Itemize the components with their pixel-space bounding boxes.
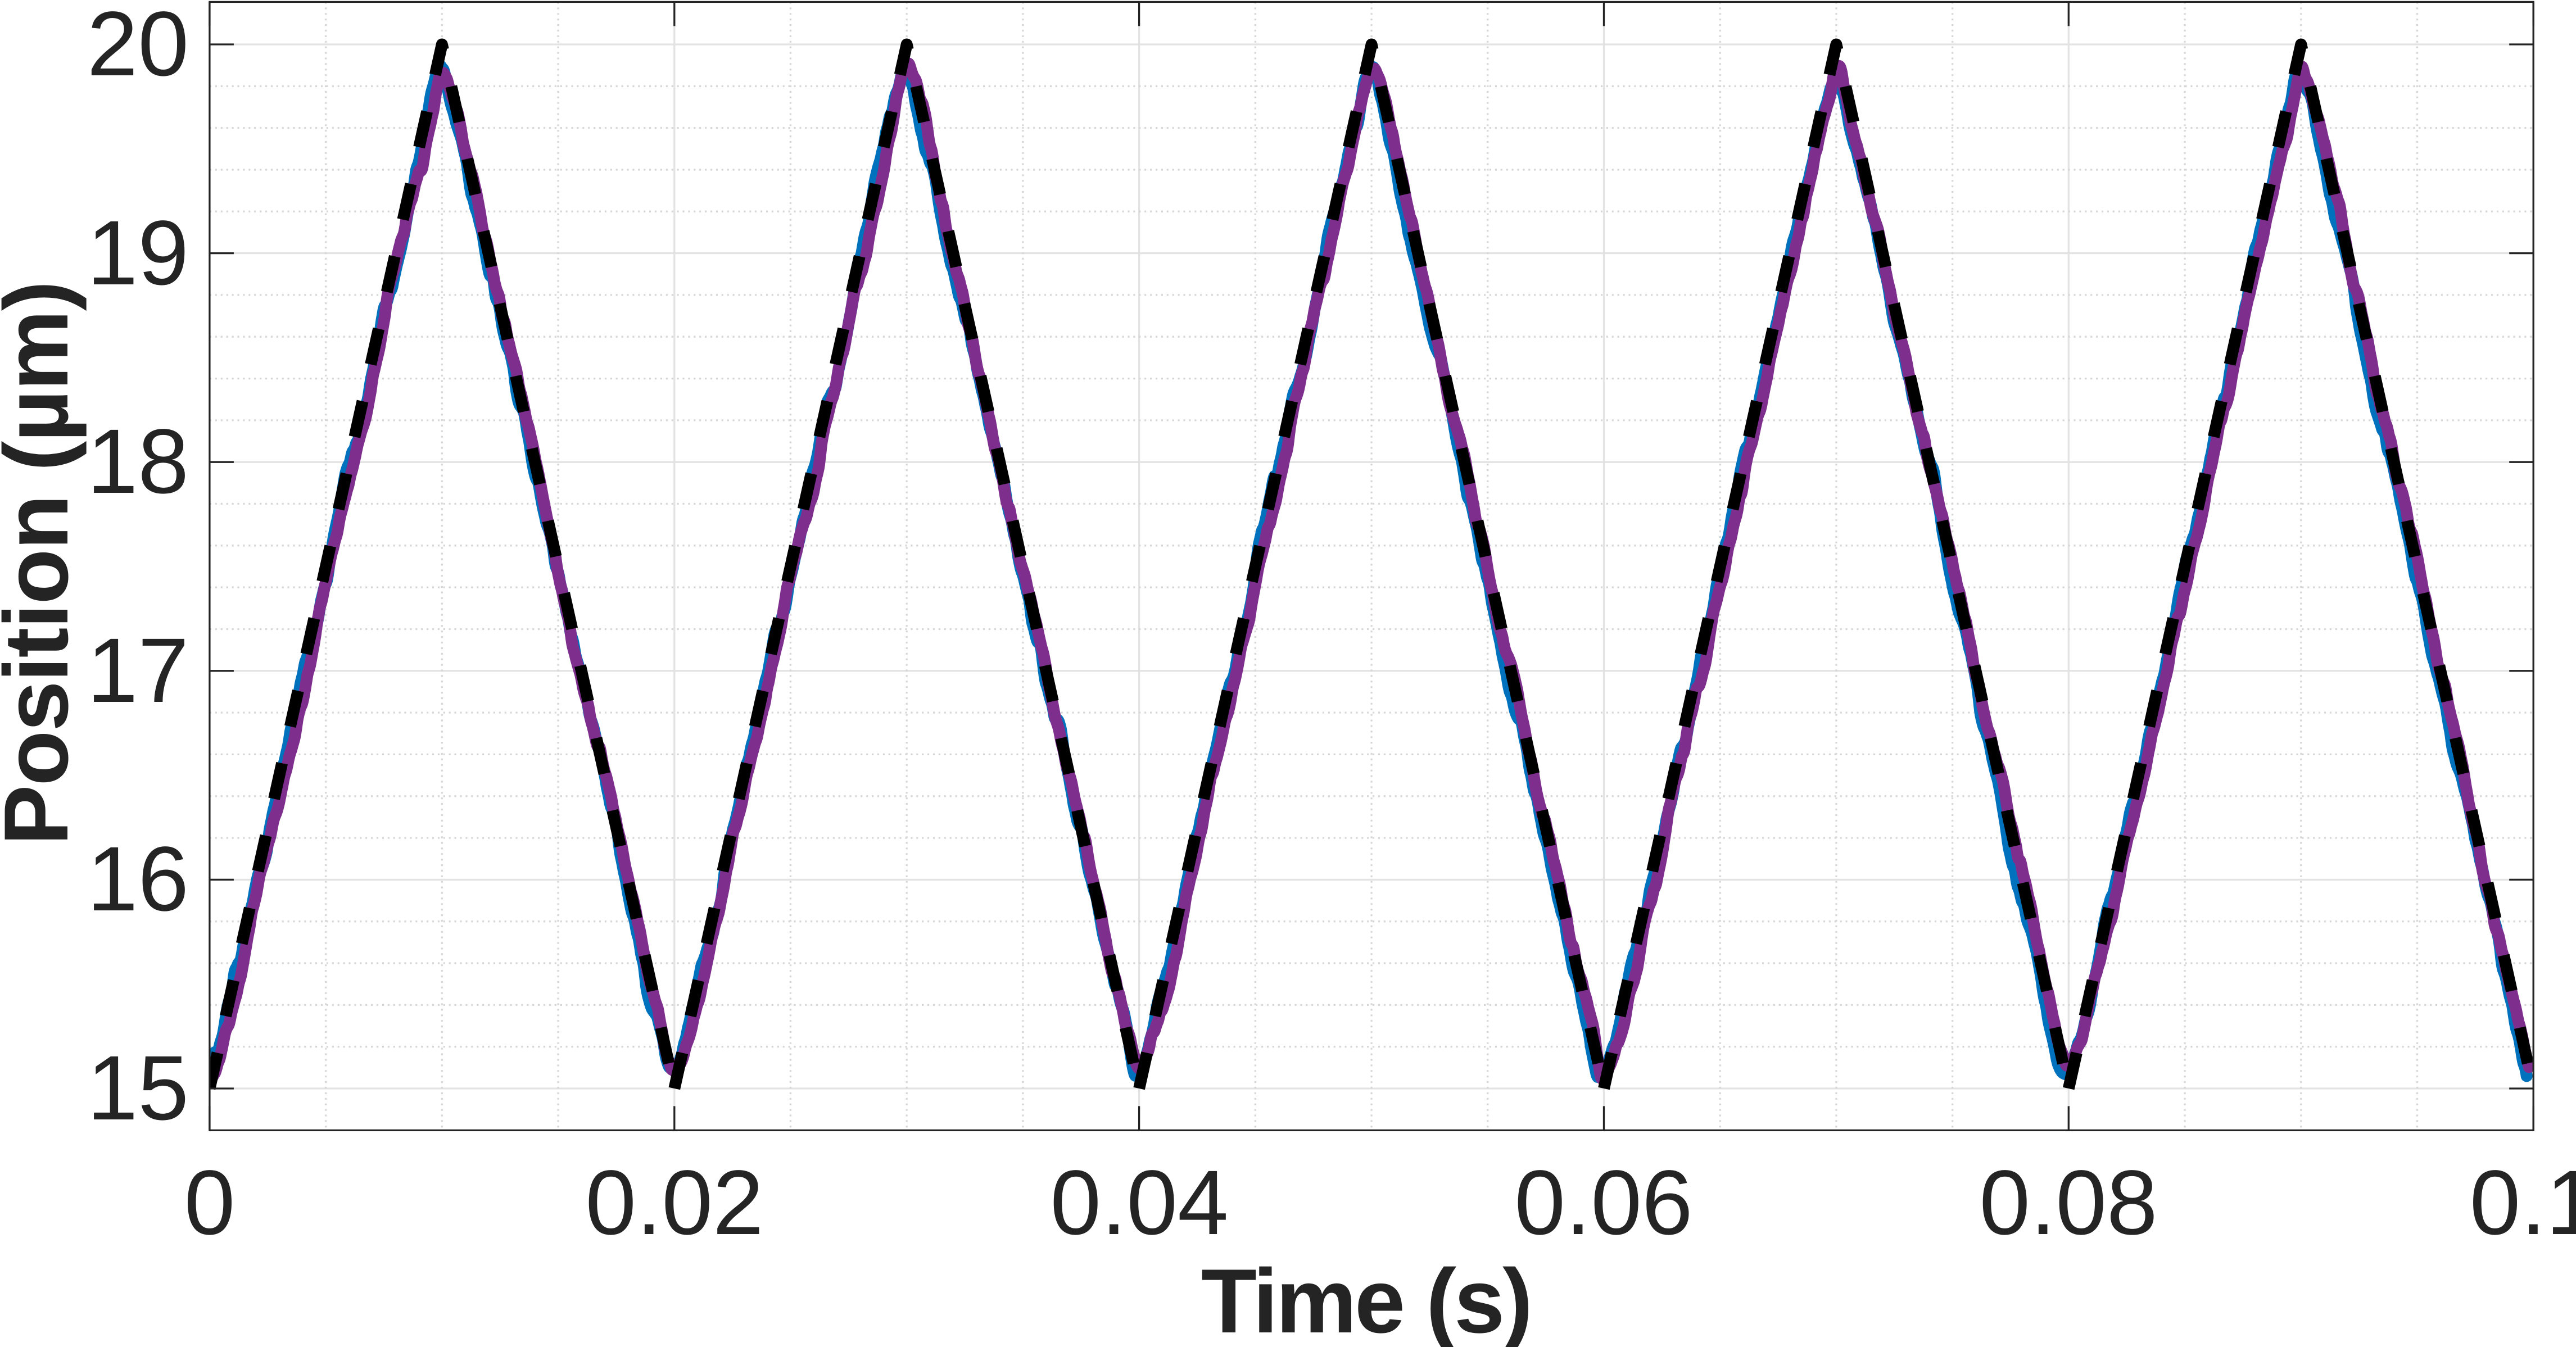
svg-text:20: 20 bbox=[87, 0, 189, 95]
svg-text:18: 18 bbox=[87, 410, 189, 513]
svg-text:0: 0 bbox=[184, 1151, 236, 1254]
svg-text:15: 15 bbox=[87, 1036, 189, 1139]
svg-text:0.1: 0.1 bbox=[2470, 1151, 2576, 1254]
svg-text:0.04: 0.04 bbox=[1050, 1151, 1228, 1254]
svg-text:16: 16 bbox=[87, 827, 189, 930]
svg-text:19: 19 bbox=[87, 201, 189, 304]
svg-text:0.08: 0.08 bbox=[1979, 1151, 2157, 1254]
svg-text:Position (µm): Position (µm) bbox=[0, 282, 87, 845]
svg-text:0.06: 0.06 bbox=[1514, 1151, 1692, 1254]
svg-text:0.02: 0.02 bbox=[585, 1151, 763, 1254]
svg-text:17: 17 bbox=[87, 619, 189, 722]
svg-text:Time (s): Time (s) bbox=[1201, 1250, 1531, 1347]
